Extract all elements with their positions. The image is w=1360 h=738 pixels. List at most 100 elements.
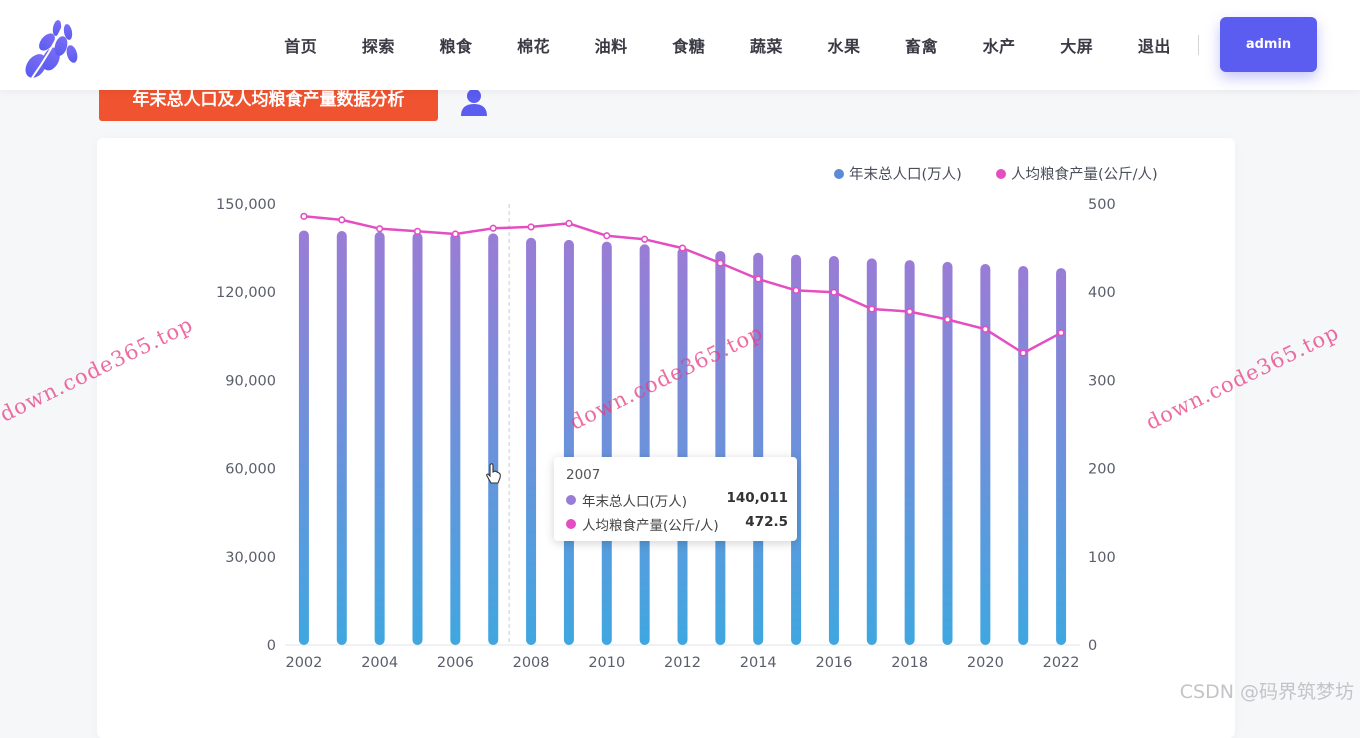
x-tick-label: 2012 — [664, 655, 701, 671]
grain-point — [413, 227, 422, 235]
x-tick-label: 2008 — [513, 655, 550, 671]
tooltip-value: 472.5 — [745, 514, 788, 530]
y-right-tick-label: 300 — [1088, 373, 1116, 389]
y-left-tick-label: 90,000 — [225, 373, 276, 389]
grain-point — [338, 216, 346, 224]
nav-vegetables[interactable]: 蔬菜 — [749, 37, 783, 56]
grain-point — [981, 325, 989, 333]
grain-point — [376, 225, 384, 233]
grain-point — [489, 224, 497, 232]
y-right-tick-label: 100 — [1088, 550, 1116, 566]
x-tick-label: 2010 — [588, 655, 625, 671]
nav-sugar[interactable]: 食糖 — [672, 37, 706, 56]
csdn-credit: CSDN @码界筑梦坊 — [1179, 681, 1354, 703]
population-bar — [374, 231, 385, 645]
nav-livestock[interactable]: 畜禽 — [905, 37, 939, 56]
x-tick-label: 2004 — [361, 655, 398, 671]
population-bar — [639, 244, 650, 645]
population-bar — [677, 247, 688, 645]
top-navigation-bar: 首页 探索 粮食 棉花 油料 食糖 蔬菜 水果 畜禽 水产 大屏 退出 admi… — [0, 0, 1360, 90]
nav-explore[interactable]: 探索 — [361, 37, 395, 56]
x-tick-label: 2006 — [437, 655, 474, 671]
tooltip-label: 年末总人口(万人) — [582, 494, 688, 510]
population-dot-icon — [566, 495, 576, 505]
x-tick-label: 2022 — [1043, 655, 1080, 671]
population-bar — [563, 239, 574, 646]
population-bar — [753, 252, 764, 645]
legend-grain-icon — [996, 169, 1006, 179]
nav-cotton[interactable]: 棉花 — [517, 37, 551, 56]
nav-fruit[interactable]: 水果 — [827, 37, 861, 56]
population-grain-chart[interactable]: 0 30,000 60,000 90,000 120,000 150,000 0 100 200… — [0, 0, 1360, 712]
hand-cursor-icon — [486, 463, 501, 484]
grain-point — [1019, 349, 1027, 357]
population-bar — [450, 232, 461, 645]
grain-point — [830, 288, 838, 296]
legend-population-icon — [834, 169, 844, 179]
grain-point — [716, 259, 724, 267]
y-left-tick-label: 60,000 — [225, 462, 276, 478]
y-left-tick-label: 150,000 — [216, 197, 276, 213]
tooltip-row-grain: 人均粮食产量(公斤/人) 472.5 — [566, 514, 788, 534]
nav-divider — [1198, 35, 1199, 55]
x-tick-label: 2014 — [740, 655, 777, 671]
population-bar — [298, 230, 309, 645]
population-bar — [828, 256, 839, 645]
y-left-tick-label: 0 — [267, 638, 276, 654]
x-tick-label: 2016 — [815, 655, 852, 671]
legend-population-label: 年末总人口(万人) — [849, 166, 962, 183]
population-bar — [526, 237, 537, 645]
tooltip-year: 2007 — [566, 467, 601, 483]
population-bar — [942, 261, 953, 645]
population-bar — [488, 233, 499, 645]
nav-oilseed[interactable]: 油料 — [594, 37, 628, 56]
y-right-tick-label: 200 — [1088, 462, 1116, 478]
x-tick-label: 2018 — [891, 655, 928, 671]
user-icon — [461, 89, 487, 116]
admin-user-button[interactable]: admin — [1220, 17, 1317, 72]
x-tick-label: 2020 — [967, 655, 1004, 671]
grain-point — [754, 275, 762, 283]
grain-point — [565, 219, 573, 228]
chart-tooltip: 2007 年末总人口(万人) 140,011 人均粮食产量(公斤/人) 472.… — [554, 457, 797, 541]
tooltip-label: 人均粮食产量(公斤/人) — [582, 518, 719, 534]
y-right-tick-label: 500 — [1088, 197, 1116, 213]
tooltip-row-population: 年末总人口(万人) 140,011 — [566, 490, 788, 510]
grain-point — [1057, 329, 1065, 337]
y-left-tick-label: 120,000 — [216, 285, 276, 301]
x-tick-label: 2002 — [285, 655, 322, 671]
population-bar — [866, 258, 877, 645]
nav-grain[interactable]: 粮食 — [439, 37, 473, 56]
grain-point — [300, 212, 308, 220]
grain-point — [603, 232, 611, 240]
population-bar — [601, 241, 612, 645]
population-bar — [412, 232, 423, 645]
grain-point — [792, 286, 800, 295]
grain-point — [641, 235, 649, 243]
population-bar — [1018, 266, 1029, 645]
nav-home[interactable]: 首页 — [284, 37, 318, 56]
y-right-tick-label: 400 — [1088, 285, 1116, 301]
grain-dot-icon — [566, 519, 576, 529]
tooltip-value: 140,011 — [726, 490, 789, 506]
population-bar — [904, 260, 915, 645]
wheat-logo-icon[interactable] — [22, 10, 82, 80]
legend-grain-label: 人均粮食产量(公斤/人) — [1011, 166, 1158, 183]
population-bar — [791, 254, 802, 645]
population-bar — [715, 251, 726, 646]
population-bar — [980, 263, 991, 645]
grain-point — [678, 244, 687, 252]
grain-point — [868, 305, 876, 313]
grain-point — [943, 315, 952, 324]
population-bar — [1056, 268, 1067, 645]
grain-point — [906, 308, 914, 316]
nav-big-screen[interactable]: 大屏 — [1060, 37, 1094, 56]
nav-logout[interactable]: 退出 — [1137, 37, 1171, 56]
population-bar — [336, 231, 347, 645]
nav-aquatic[interactable]: 水产 — [982, 37, 1016, 56]
main-nav: 首页 探索 粮食 棉花 油料 食糖 蔬菜 水果 畜禽 水产 大屏 退出 — [262, 0, 1193, 90]
grain-point — [527, 223, 535, 231]
chart-card — [97, 138, 1235, 738]
y-right-tick-label: 0 — [1088, 638, 1097, 654]
grain-point — [451, 230, 459, 238]
